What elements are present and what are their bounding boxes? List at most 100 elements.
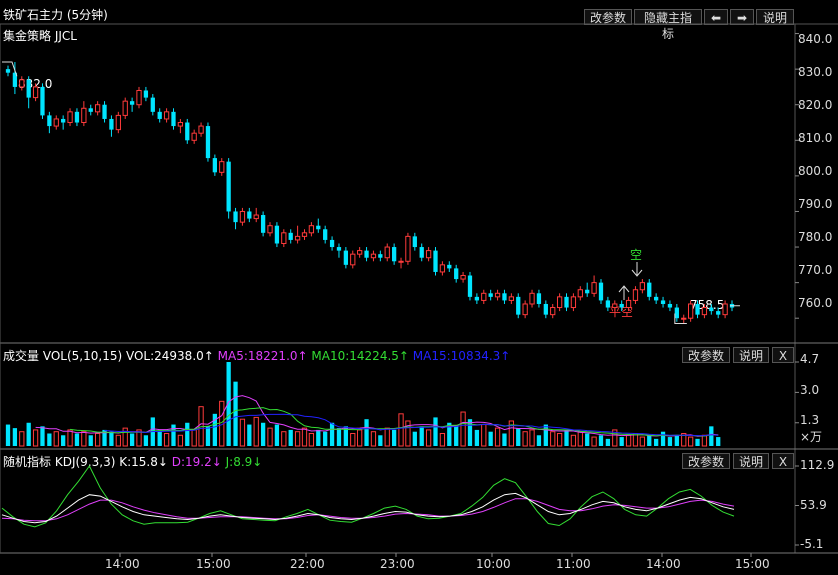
volume-bar — [585, 433, 590, 446]
volume-bar — [674, 435, 679, 446]
candle-body — [598, 282, 604, 301]
candle-body — [460, 275, 466, 280]
candle-body — [171, 111, 176, 127]
kdj-tick-label: -5.1 — [800, 537, 824, 551]
volume-bar — [301, 427, 308, 447]
volume-bar — [185, 422, 190, 446]
candle-body — [122, 100, 128, 116]
volume-bar — [425, 429, 432, 447]
volume-bar — [19, 431, 25, 447]
volume-bar — [681, 432, 687, 447]
kdj-help-button[interactable]: 说明 — [733, 453, 769, 469]
ma10-value: MA10:14224.5↑ — [311, 349, 409, 363]
volume-bar — [419, 426, 424, 446]
hide-main-indicator-button[interactable]: 隐藏主指标 — [634, 9, 702, 41]
candle-body — [53, 118, 59, 127]
candle-body — [288, 232, 293, 240]
candle-body — [177, 122, 184, 127]
volume-bar — [143, 435, 149, 446]
volume-bar — [474, 429, 480, 446]
candle-body — [136, 89, 142, 106]
volume-tick-label: 3.0 — [800, 383, 820, 397]
candle-body — [308, 225, 315, 234]
price-tick-label: 760.0 — [798, 296, 833, 310]
candle-body — [619, 303, 624, 308]
volume-bar — [543, 424, 548, 446]
volume-bar — [247, 424, 252, 446]
volume-bar — [647, 435, 652, 446]
candle-body — [494, 292, 501, 298]
volume-bar — [508, 420, 514, 447]
candle-body — [81, 107, 87, 124]
volume-bar — [433, 417, 438, 446]
chart-title: 铁矿石主力 (5分钟) — [3, 8, 108, 22]
volume-bar — [564, 429, 569, 446]
candle-body — [398, 260, 404, 263]
volume-bar — [336, 428, 342, 446]
volume-bar — [687, 436, 694, 447]
candle-body — [5, 69, 11, 73]
candle-body — [19, 79, 25, 88]
time-tick-label: 22:00 — [290, 557, 325, 571]
volume-bar — [612, 429, 618, 447]
volume-bar — [61, 435, 66, 446]
candle-body — [267, 225, 273, 234]
candle-body — [323, 229, 328, 240]
price-tick-label: 840.0 — [798, 32, 833, 46]
volume-bar — [122, 427, 128, 447]
candle-body — [488, 293, 493, 297]
volume-bar — [47, 433, 52, 446]
volume-close-button[interactable]: X — [772, 347, 794, 363]
candle-body — [605, 300, 611, 308]
volume-bar — [115, 434, 121, 447]
volume-bar — [570, 434, 577, 447]
volume-edit-params-button[interactable]: 改参数 — [682, 347, 730, 363]
candle-body — [239, 210, 246, 223]
volume-bar — [239, 418, 246, 447]
candle-body — [447, 264, 452, 269]
kdj-close-button[interactable]: X — [772, 453, 794, 469]
ma15-value: MA15:10834.3↑ — [412, 349, 511, 363]
candle-body — [502, 293, 507, 301]
candle-body — [115, 114, 121, 131]
j-value: J:8.9↓ — [225, 455, 263, 469]
candle-body — [570, 296, 577, 309]
candle-body — [722, 303, 728, 316]
volume-bar — [522, 431, 528, 447]
d-line — [1, 498, 735, 522]
candle-body — [364, 250, 369, 258]
candle-body — [481, 292, 487, 301]
volume-bar — [316, 429, 321, 446]
candle-body — [32, 86, 39, 99]
volume-help-button[interactable]: 说明 — [733, 347, 769, 363]
volume-bar — [619, 437, 624, 446]
candle-body — [674, 307, 679, 319]
candle-body — [667, 303, 673, 308]
candle-body — [660, 300, 666, 304]
volume-bar — [701, 434, 708, 447]
close-short-arrow-head-icon — [618, 285, 630, 293]
time-tick-label: 10:00 — [476, 557, 511, 571]
help-button[interactable]: 说明 — [756, 9, 794, 25]
volume-bar — [591, 436, 597, 447]
volume-bar — [129, 433, 135, 446]
time-tick-label: 23:00 — [380, 557, 415, 571]
volume-bar — [378, 435, 383, 446]
candle-body — [516, 296, 521, 315]
candle-body — [474, 296, 480, 301]
volume-bar — [323, 431, 328, 446]
edit-params-button[interactable]: 改参数 — [584, 9, 632, 25]
volume-bar — [350, 432, 356, 447]
kdj-edit-params-button[interactable]: 改参数 — [682, 453, 730, 469]
candle-body — [529, 292, 535, 305]
candle-body — [274, 225, 280, 244]
volume-bar — [370, 431, 377, 447]
volume-bar — [529, 429, 535, 447]
candle-body — [191, 132, 197, 141]
candle-body — [350, 253, 356, 266]
volume-bar — [95, 432, 101, 447]
candle-body — [129, 101, 135, 105]
candle-body — [247, 211, 252, 219]
candle-body — [316, 225, 321, 230]
volume-bar — [481, 424, 487, 447]
